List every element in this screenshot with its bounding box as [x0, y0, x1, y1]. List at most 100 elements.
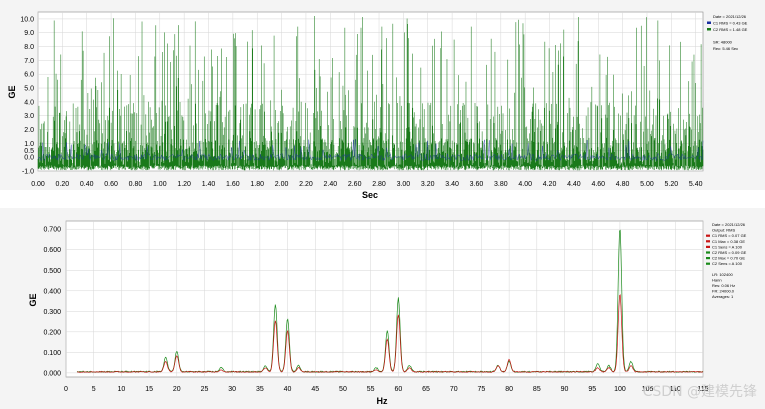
chart2-y-tick-label: 0.500 — [43, 268, 61, 275]
chart2-x-tick-label: 25 — [201, 386, 209, 393]
chart1-x-tick-label: 4.40 — [567, 181, 581, 188]
chart2-x-tick-label: 55 — [367, 386, 375, 393]
chart2-x-tick-label: 30 — [228, 386, 236, 393]
chart1-legend-item: C1 RMS = 0.43 GE — [713, 21, 748, 26]
chart1-x-tick-label: 2.80 — [372, 181, 386, 188]
chart1-y-tick-label: 8.0 — [24, 44, 34, 51]
chart1-x-tick-label: 0.80 — [129, 181, 143, 188]
chart2-y-tick-label: 0.200 — [43, 329, 61, 336]
chart1-y-tick-label: 6.0 — [24, 72, 34, 79]
chart2-x-tick-label: 95 — [588, 386, 596, 393]
chart2-x-tick-label: 70 — [450, 386, 458, 393]
chart1-x-tick-label: 0.00 — [31, 181, 45, 188]
chart1-x-tick-label: 1.80 — [250, 181, 264, 188]
chart1-y-axis-label: GE — [7, 85, 17, 98]
chart1-y-tick-label: 1.0 — [24, 141, 34, 148]
chart2-legend-item: FR: 24000.0 — [712, 289, 735, 294]
chart2-legend-swatch — [706, 262, 710, 265]
chart1-x-tick-label: 0.60 — [104, 181, 118, 188]
chart2-x-tick-label: 45 — [311, 386, 319, 393]
chart1-x-tick-label: 4.20 — [543, 181, 557, 188]
chart1-y-tick-label: 5.0 — [24, 86, 34, 93]
chart2-x-tick-label: 20 — [173, 386, 181, 393]
chart1-x-tick-label: 0.20 — [56, 181, 70, 188]
chart1-y-tick-label: 0.5 — [24, 148, 34, 155]
chart2-legend-item: Output: RMS — [712, 228, 735, 233]
chart2-legend-item: Hann — [712, 277, 722, 282]
chart2-legend-swatch — [706, 240, 710, 243]
chart1-y-tick-label: 0.0 — [24, 155, 34, 162]
chart1-x-axis-label: Sec — [362, 190, 378, 200]
chart2-y-tick-label: 0.100 — [43, 350, 61, 357]
chart2-x-tick-label: 80 — [505, 386, 513, 393]
chart2-legend-item: C1 RMS = 0.07 GE — [712, 233, 747, 238]
chart2-legend-item: C2 Sens = A 100 — [712, 261, 743, 266]
chart1-x-tick-label: 4.80 — [616, 181, 630, 188]
chart2-legend-swatch — [706, 234, 710, 237]
chart2-x-tick-label: 50 — [339, 386, 347, 393]
chart2-legend-item: C2 Max = 0.70 GE — [712, 256, 745, 261]
chart2-x-tick-label: 110 — [670, 386, 681, 393]
chart1-y-tick-label: 3.0 — [24, 113, 34, 120]
chart1-x-tick-label: 4.60 — [591, 181, 605, 188]
chart1-x-tick-label: 2.60 — [348, 181, 362, 188]
chart2-x-tick-label: 75 — [478, 386, 486, 393]
chart1-y-tick-label: 4.0 — [24, 99, 34, 106]
chart2-y-tick-label: 0.000 — [43, 370, 61, 377]
chart1-legend-swatch — [707, 28, 711, 31]
chart2-legend-item: Date = 2021/12/26 — [712, 222, 746, 227]
chart1-x-tick-label: 5.20 — [665, 181, 679, 188]
chart2-legend-item: C1 Sens = A 100 — [712, 244, 743, 249]
chart1-x-tick-label: 2.20 — [299, 181, 313, 188]
chart1-x-tick-label: 5.40 — [689, 181, 703, 188]
chart2-x-tick-label: 15 — [145, 386, 153, 393]
chart2-y-axis-label: GE — [28, 293, 38, 306]
chart1-x-tick-label: 1.20 — [177, 181, 191, 188]
chart2-x-tick-label: 40 — [284, 386, 292, 393]
chart2-legend-item: C2 RMS = 0.09 GE — [712, 250, 747, 255]
chart1-legend-item: Rec: 5.46 Sec — [713, 46, 738, 51]
chart1-x-tick-label: 2.40 — [323, 181, 337, 188]
chart2-legend-item: LR: 102400 — [712, 272, 733, 277]
chart2-y-tick-label: 0.600 — [43, 247, 61, 254]
chart2-x-tick-label: 60 — [394, 386, 402, 393]
chart1-y-tick-label: 9.0 — [24, 30, 34, 37]
chart2-x-tick-label: 5 — [92, 386, 96, 393]
chart1-legend-item: C2 RMS = 1.48 GE — [713, 27, 748, 32]
chart1-x-tick-label: 1.00 — [153, 181, 167, 188]
chart1-y-tick-label: -1.0 — [22, 169, 34, 176]
chart2-x-tick-label: 65 — [422, 386, 430, 393]
chart1-legend-item: Date = 2021/12/26 — [713, 14, 747, 19]
chart1-x-tick-label: 3.40 — [445, 181, 459, 188]
chart1-legend-swatch — [707, 21, 711, 24]
chart1-series-c1 — [37, 139, 704, 162]
chart1-x-tick-label: 1.60 — [226, 181, 240, 188]
chart1-x-tick-label: 4.00 — [518, 181, 532, 188]
chart2-legend-swatch — [706, 245, 710, 248]
chart2-x-tick-label: 90 — [561, 386, 569, 393]
chart1-x-tick-label: 3.00 — [397, 181, 411, 188]
chart2-legend-item: Res: 0.06 Hz — [712, 283, 735, 288]
chart2-plot-area — [65, 220, 704, 378]
chart1-x-tick-label: 1.40 — [202, 181, 216, 188]
chart2-legend-swatch — [706, 257, 710, 260]
chart2-series-c1 — [77, 294, 704, 373]
chart1-x-tick-label: 5.00 — [640, 181, 654, 188]
chart2-x-axis-label: Hz — [377, 396, 388, 406]
chart2-legend-item: Averages: 1 — [712, 294, 734, 299]
chart1-x-tick-label: 3.20 — [421, 181, 435, 188]
chart2-y-tick-label: 0.300 — [43, 309, 61, 316]
chart2-y-tick-label: 0.400 — [43, 288, 61, 295]
chart2-x-tick-label: 10 — [117, 386, 125, 393]
chart1-y-tick-label: 2.0 — [24, 127, 34, 134]
chart2-x-tick-label: 85 — [533, 386, 541, 393]
chart2-legend-item: C1 Max = 0.38 GE — [712, 239, 745, 244]
chart2-x-tick-label: 105 — [642, 386, 654, 393]
chart1-x-tick-label: 3.80 — [494, 181, 508, 188]
chart2-x-tick-label: 35 — [256, 386, 264, 393]
chart2-x-tick-label: 115 — [697, 386, 708, 393]
chart1-y-tick-label: 7.0 — [24, 58, 34, 65]
chart1-x-tick-label: 0.40 — [80, 181, 94, 188]
chart1-y-tick-label: 10.0 — [20, 16, 34, 23]
